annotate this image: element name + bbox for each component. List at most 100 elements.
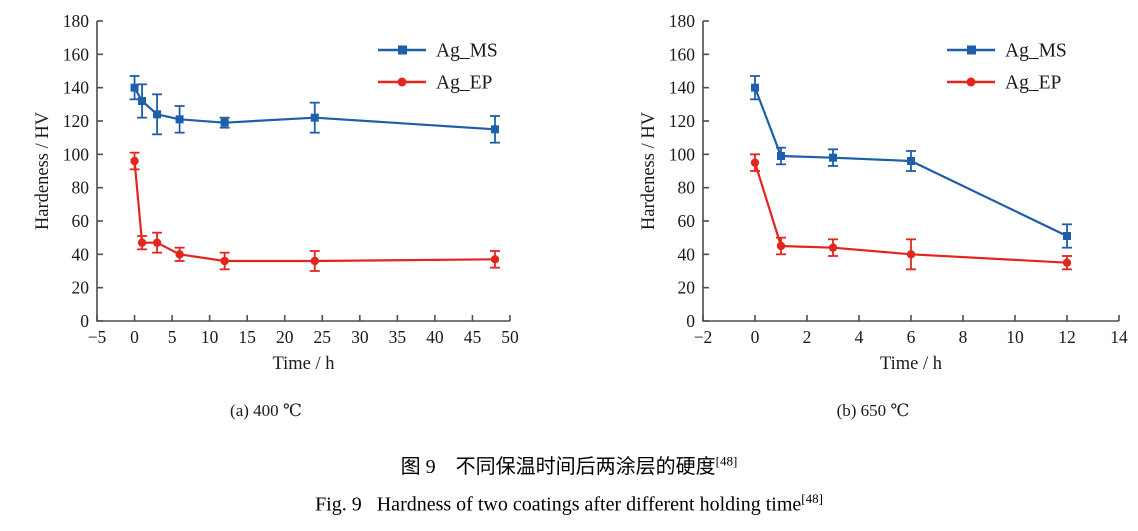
circle-marker [137, 238, 147, 247]
x-tick-label: 45 [464, 327, 482, 347]
x-tick-label: 0 [751, 327, 760, 347]
x-tick-label: 35 [389, 327, 407, 347]
circle-marker [490, 255, 500, 264]
legend: Ag_MS Ag_EP [378, 41, 498, 94]
x-tick-label: 5 [168, 327, 177, 347]
y-tick-label: 120 [63, 111, 90, 131]
caption-chinese: 图 9 不同保温时间后两涂层的硬度[48] [0, 450, 1138, 479]
x-tick-label: 10 [1006, 327, 1024, 347]
series-ag_ms [750, 75, 1072, 249]
x-axis-title: Time / h [272, 354, 334, 374]
y-tick-label: 180 [669, 11, 696, 31]
square-marker [777, 152, 785, 160]
x-tick-label: 30 [351, 327, 369, 347]
square-marker [220, 118, 229, 127]
circle-marker [152, 238, 162, 247]
square-marker [907, 157, 915, 165]
error-bars [129, 151, 500, 272]
x-tick-label: 12 [1058, 327, 1076, 347]
y-tick-label: 160 [63, 44, 90, 64]
caption-chinese-text: 图 9 不同保温时间后两涂层的硬度 [400, 456, 716, 478]
y-axis-title: Hardeness / HV [639, 111, 659, 230]
y-tick-label: 60 [72, 211, 90, 231]
y-tick-label: 100 [63, 144, 90, 164]
series-ag_ep [750, 153, 1072, 271]
x-tick-label: 10 [201, 327, 219, 347]
y-tick-label: 40 [72, 244, 90, 264]
x-tick-label: −2 [694, 327, 713, 347]
square-marker [829, 153, 837, 162]
y-tick-label: 140 [669, 78, 696, 98]
caption-english-reference: [48] [801, 491, 823, 506]
y-tick-label: 60 [678, 211, 696, 231]
square-marker [1063, 232, 1071, 240]
y-tick-label: 100 [669, 144, 696, 164]
y-tick-label: 80 [72, 178, 90, 198]
subcaption-a: (a) 400 ℃ [230, 401, 302, 420]
y-tick-label: 20 [678, 278, 696, 298]
legend-label: Ag_EP [1005, 73, 1061, 94]
x-tick-label: 2 [803, 327, 812, 347]
x-tick-label: 50 [501, 327, 519, 347]
circle-marker [130, 156, 139, 166]
legend-circle-marker [966, 77, 976, 87]
circle-marker [828, 243, 838, 252]
legend-label: Ag_MS [1005, 41, 1067, 62]
series-ag_ms [129, 75, 500, 144]
y-tick-label: 0 [686, 311, 695, 331]
square-marker [751, 83, 759, 92]
y-tick-label: 180 [63, 11, 90, 31]
x-tick-label: 25 [314, 327, 332, 347]
y-tick-label: 80 [678, 178, 696, 198]
x-tick-label: 6 [907, 327, 916, 347]
legend-label: Ag_EP [436, 73, 492, 94]
legend: Ag_MS Ag_EP [947, 41, 1067, 94]
axes [96, 20, 511, 322]
y-tick-label: 0 [80, 311, 89, 331]
circle-marker [906, 250, 916, 259]
square-marker [138, 97, 147, 105]
x-tick-label: 4 [855, 327, 864, 347]
square-marker [130, 83, 139, 92]
x-tick-label: 40 [426, 327, 444, 347]
x-tick-label: 8 [959, 327, 968, 347]
x-tick-label: 0 [130, 327, 139, 347]
caption-chinese-reference: [48] [715, 453, 738, 469]
x-tick-label: 15 [238, 327, 256, 347]
axes [702, 20, 1120, 322]
legend-square-marker [398, 45, 407, 55]
y-tick-label: 120 [669, 111, 696, 131]
y-tick-label: 140 [63, 78, 90, 98]
square-marker [153, 110, 162, 119]
circle-marker [776, 241, 786, 251]
legend-circle-marker [397, 77, 407, 87]
caption-english: Fig. 9 Hardness of two coatings after di… [0, 491, 1138, 517]
legend-square-marker [967, 45, 976, 55]
y-tick-label: 160 [669, 44, 696, 64]
y-tick-label: 40 [678, 244, 696, 264]
circle-marker [220, 256, 229, 266]
series-line [133, 160, 495, 263]
circle-marker [175, 250, 184, 259]
caption-english-text: Fig. 9 Hardness of two coatings after di… [315, 493, 802, 516]
x-axis-title: Time / h [880, 354, 942, 374]
circle-marker [750, 158, 760, 167]
series-ag_ep [129, 151, 500, 272]
x-tick-label: 20 [276, 327, 294, 347]
x-tick-label: 14 [1110, 327, 1128, 347]
subcaption-b: (b) 650 ℃ [836, 401, 910, 420]
circle-marker [310, 256, 319, 266]
square-marker [175, 115, 184, 124]
circle-marker [1062, 258, 1072, 267]
y-axis-title: Hardeness / HV [33, 111, 53, 230]
y-tick-label: 20 [72, 278, 90, 298]
legend-label: Ag_MS [436, 41, 498, 62]
square-marker [310, 113, 319, 122]
square-marker [490, 125, 499, 134]
x-tick-label: −5 [88, 327, 107, 347]
